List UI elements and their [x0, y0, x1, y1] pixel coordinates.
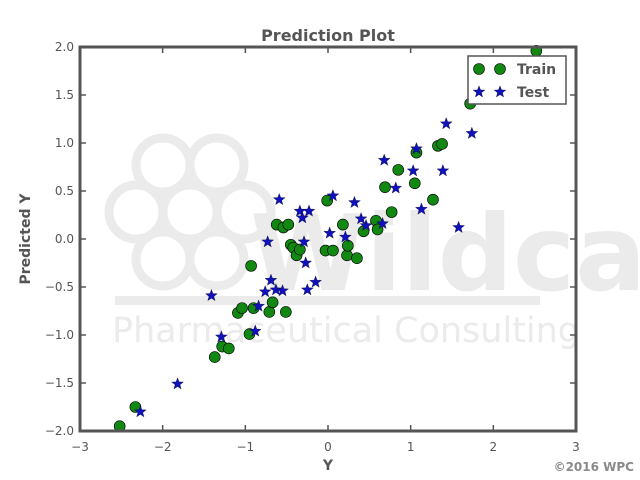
y-axis-ticks: −2.0 −1.5 −1.0 −0.5 0.0 0.5 1.0 1.5 2.0: [45, 40, 576, 438]
test-point: [264, 273, 278, 286]
legend-marker-test: [493, 85, 507, 98]
train-point: [223, 342, 235, 355]
train-point: [379, 181, 391, 193]
train-point: [408, 177, 421, 190]
train-point: [342, 239, 354, 252]
test-point: [389, 181, 403, 194]
y-tick-label: −2.0: [45, 424, 74, 438]
x-tick-label: −3: [71, 440, 89, 454]
train-point: [280, 306, 292, 318]
y-tick-label: −1.5: [45, 376, 74, 390]
train-point: [321, 194, 333, 207]
y-tick-label: 0.5: [55, 184, 74, 198]
test-point: [302, 204, 316, 217]
train-point: [385, 206, 398, 218]
test-point: [205, 289, 218, 302]
test-point: [377, 153, 391, 166]
test-point: [258, 285, 272, 298]
legend-marker-test: [472, 85, 486, 98]
y-tick-label: 0.0: [55, 232, 74, 246]
legend-entry-test: [472, 85, 507, 98]
test-point: [326, 189, 340, 202]
test-point: [309, 275, 322, 288]
legend: Train Test: [467, 55, 567, 105]
test-point: [269, 283, 283, 296]
train-point: [337, 218, 349, 231]
test-point: [297, 235, 311, 248]
test-point: [439, 117, 453, 130]
y-tick-label: 1.0: [55, 136, 74, 150]
train-point: [436, 138, 448, 150]
test-point: [272, 193, 286, 206]
test-point: [354, 212, 368, 225]
x-tick-label: −2: [154, 440, 172, 454]
test-point: [339, 230, 352, 243]
test-point: [299, 256, 312, 269]
chart-title: Prediction Plot: [261, 26, 395, 45]
test-point: [215, 330, 228, 343]
test-point: [359, 218, 373, 231]
legend-marker-train: [494, 63, 506, 75]
train-point: [245, 260, 257, 272]
test-point: [261, 235, 274, 248]
x-axis-label: Y: [322, 458, 334, 474]
x-axis-ticks: −3 −2 −1 0 1 2 3: [71, 47, 580, 454]
test-point: [348, 195, 361, 208]
train-point: [208, 351, 221, 363]
train-point: [392, 164, 405, 176]
y-axis-label: Predicted Y: [18, 193, 34, 285]
y-tick-label: 2.0: [55, 40, 74, 54]
test-point: [171, 377, 184, 390]
y-tick-label: 1.5: [55, 88, 74, 102]
train-point: [351, 252, 363, 265]
test-point: [296, 211, 309, 224]
test-point: [134, 405, 147, 418]
x-tick-label: 2: [490, 440, 498, 454]
watermark-logo: Wildcard Pharmaceutical Consulting: [104, 133, 640, 351]
copyright-notice: ©2016 WPC: [554, 460, 635, 474]
train-point: [327, 244, 339, 257]
x-tick-label: 3: [572, 440, 580, 454]
legend-marker-train: [473, 63, 485, 75]
test-point: [436, 164, 450, 177]
y-tick-label: −0.5: [45, 280, 74, 294]
x-tick-label: 1: [407, 440, 415, 454]
test-point: [465, 126, 479, 139]
train-point: [341, 249, 353, 262]
test-point: [248, 324, 262, 337]
test-point: [410, 142, 423, 155]
test-point: [376, 217, 389, 230]
test-point: [452, 220, 465, 233]
x-tick-label: −1: [236, 440, 254, 454]
legend-box: [467, 55, 567, 105]
train-point: [427, 193, 439, 206]
legend-label-train: Train: [517, 62, 556, 78]
test-point: [301, 283, 314, 296]
legend-entry-train: [473, 63, 506, 75]
test-point: [406, 164, 420, 177]
train-point: [294, 243, 306, 256]
y-tick-label: −1.0: [45, 328, 74, 342]
test-point: [252, 299, 265, 312]
test-point: [323, 226, 336, 239]
legend-label-test: Test: [517, 85, 550, 101]
train-point: [236, 302, 248, 314]
test-point: [415, 202, 428, 215]
test-point: [276, 284, 289, 297]
watermark-subtitle: Pharmaceutical Consulting: [112, 311, 580, 351]
x-tick-label: 0: [324, 440, 332, 454]
train-point: [282, 218, 295, 231]
train-point: [266, 296, 279, 309]
data-points: [113, 45, 543, 433]
